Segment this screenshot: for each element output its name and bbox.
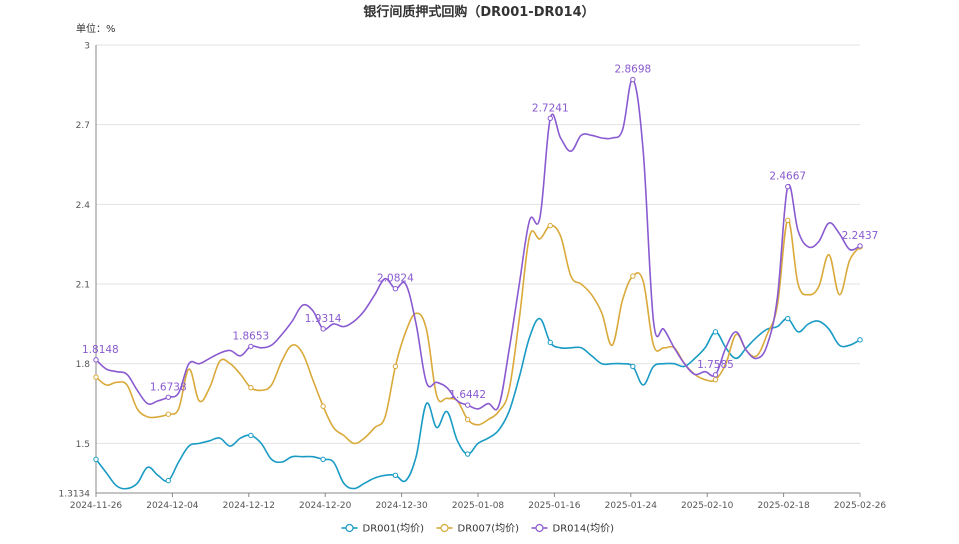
legend-swatch-marker [535, 523, 544, 533]
data-point[interactable] [320, 456, 326, 463]
x-tick-label: 2024-11-26 [70, 501, 123, 511]
data-label: 2.7241 [532, 102, 569, 114]
data-label: 1.8653 [232, 330, 269, 342]
grid-layer [96, 44, 860, 494]
data-point[interactable] [712, 372, 719, 378]
axis-layer: 1.3134 1.5 1.8 2.1 2.4 2.7 3 2024-11-26 2024-12-… [59, 42, 887, 512]
data-point[interactable] [165, 394, 171, 400]
data-point[interactable] [392, 472, 399, 479]
series-line-1[interactable] [95, 317, 861, 490]
data-point[interactable] [857, 337, 863, 343]
y-tick-label: 2.7 [76, 121, 90, 131]
series-line-3[interactable] [95, 78, 861, 411]
data-point[interactable] [464, 416, 471, 423]
data-point[interactable] [320, 403, 326, 409]
data-point[interactable] [320, 326, 326, 332]
legend-swatch-marker [440, 523, 449, 533]
data-point[interactable] [785, 315, 791, 322]
data-point[interactable] [248, 384, 254, 391]
data-label: 2.8698 [614, 64, 651, 76]
data-point[interactable] [547, 115, 553, 121]
series-layer [93, 76, 863, 490]
legend-item-2[interactable]: DR007(均价) [436, 523, 520, 535]
data-label: 2.4667 [769, 171, 806, 183]
y-tick-label: 1.5 [76, 440, 90, 450]
data-label: 1.6738 [150, 381, 187, 393]
data-label: 2.2437 [842, 230, 879, 242]
data-point[interactable] [93, 456, 99, 463]
data-point[interactable] [248, 432, 254, 439]
legend-item-3[interactable]: DR014(均价) [531, 523, 615, 535]
data-point[interactable] [165, 411, 171, 417]
legend-item-1[interactable]: DR001(均价) [341, 523, 425, 535]
data-point[interactable] [785, 183, 791, 190]
data-point[interactable] [165, 477, 171, 484]
legend-label: DR014(均价) [553, 523, 615, 535]
data-point[interactable] [547, 339, 553, 346]
data-point[interactable] [248, 343, 254, 350]
legend-label: DR007(均价) [458, 523, 520, 535]
x-tick-label: 2025-01-16 [528, 501, 581, 511]
x-tick-label: 2025-02-10 [681, 501, 734, 511]
series-line-2[interactable] [95, 219, 861, 445]
x-tick-label: 2025-02-18 [757, 501, 810, 511]
data-label: 1.6442 [449, 389, 486, 401]
data-label: 1.7585 [697, 359, 734, 371]
x-tick-label: 2024-12-12 [223, 501, 275, 511]
x-tick-label: 2025-02-26 [834, 501, 887, 511]
data-label: 1.8148 [82, 344, 119, 356]
data-label-layer: 1.8148 1.6738 1.8653 1.9314 2.0824 1.6442 2.72… [82, 64, 878, 402]
data-point[interactable] [630, 273, 636, 279]
y-tick-label: 1.8 [76, 360, 91, 370]
y-tick-label: 1.3134 [59, 490, 91, 500]
data-point[interactable] [785, 217, 791, 224]
x-tick-label: 2024-12-04 [146, 501, 199, 511]
data-point[interactable] [392, 286, 399, 292]
x-tick-label: 2025-01-08 [452, 501, 505, 511]
data-point[interactable] [630, 76, 636, 83]
data-point[interactable] [712, 376, 719, 383]
legend[interactable]: DR001(均价) DR007(均价) DR014(均价) [341, 523, 615, 535]
y-tick-label: 2.1 [76, 281, 90, 291]
data-point[interactable] [464, 402, 471, 408]
data-point[interactable] [857, 243, 863, 249]
x-tick-label: 2025-01-24 [605, 501, 658, 511]
legend-label: DR001(均价) [363, 523, 425, 535]
data-point[interactable] [464, 451, 471, 457]
chart-title: 银行间质押式回购（DR001-DR014） [363, 4, 594, 20]
data-point[interactable] [93, 357, 99, 363]
y-tick-label: 2.4 [76, 201, 91, 211]
data-point[interactable] [630, 363, 636, 370]
unit-label: 单位：% [76, 22, 116, 35]
y-tick-label: 3 [84, 42, 90, 52]
x-tick-label: 2024-12-30 [375, 501, 428, 511]
data-point[interactable] [712, 329, 719, 335]
x-tick-label: 2024-12-20 [299, 501, 352, 511]
data-point[interactable] [93, 374, 99, 380]
legend-swatch-marker [345, 523, 354, 533]
data-label: 2.0824 [377, 273, 414, 285]
data-point[interactable] [392, 363, 399, 370]
data-label: 1.9314 [305, 313, 342, 325]
data-point[interactable] [547, 222, 553, 229]
